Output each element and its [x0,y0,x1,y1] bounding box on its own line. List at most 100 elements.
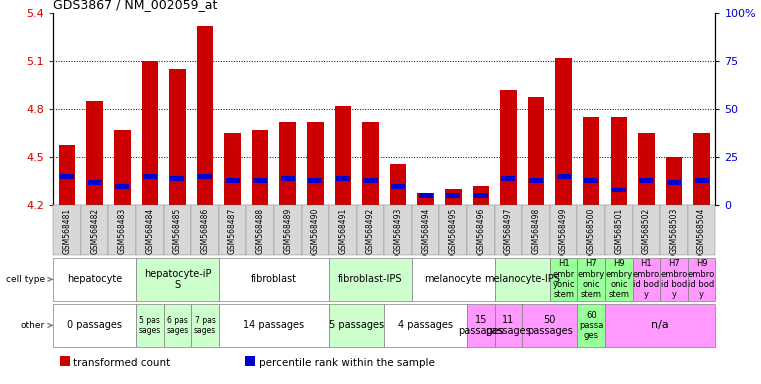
Bar [60,356,70,366]
Text: 11
passages: 11 passages [486,314,531,336]
Bar [224,134,240,205]
FancyBboxPatch shape [247,205,274,255]
Text: GSM568491: GSM568491 [339,208,348,254]
Text: 0 passages: 0 passages [67,320,123,331]
Bar [308,178,323,183]
Text: GSM568503: GSM568503 [670,208,679,254]
Bar [527,97,544,205]
FancyBboxPatch shape [412,258,495,301]
FancyBboxPatch shape [219,258,329,301]
FancyBboxPatch shape [164,205,191,255]
Bar [225,178,240,183]
Text: 5 passages: 5 passages [330,320,384,331]
Text: other: other [21,321,45,330]
Text: fibroblast-IPS: fibroblast-IPS [338,274,403,285]
FancyBboxPatch shape [329,205,357,255]
Bar [445,189,461,205]
Text: GSM568500: GSM568500 [587,208,596,254]
FancyBboxPatch shape [578,205,605,255]
Text: 5 pas
sages: 5 pas sages [139,316,161,335]
FancyBboxPatch shape [136,258,219,301]
Bar [446,194,460,198]
FancyBboxPatch shape [108,205,136,255]
Bar [336,176,350,181]
Bar [142,61,158,205]
FancyBboxPatch shape [136,304,164,347]
FancyBboxPatch shape [522,304,578,347]
FancyBboxPatch shape [440,205,467,255]
FancyBboxPatch shape [605,258,632,301]
Text: GSM568484: GSM568484 [145,208,154,254]
FancyBboxPatch shape [329,258,412,301]
FancyBboxPatch shape [605,205,632,255]
Text: GSM568504: GSM568504 [697,208,706,254]
Text: cell type: cell type [6,275,45,284]
Text: GSM568483: GSM568483 [118,208,127,254]
Text: 6 pas
sages: 6 pas sages [167,316,189,335]
Text: GSM568486: GSM568486 [200,208,209,254]
FancyBboxPatch shape [53,205,81,255]
Text: fibroblast: fibroblast [251,274,297,285]
Bar [364,178,377,183]
Text: hepatocyte: hepatocyte [67,274,123,285]
Bar [170,176,184,181]
Bar [253,178,267,183]
Text: H7
embro
id bod
y: H7 embro id bod y [661,259,688,300]
FancyBboxPatch shape [467,205,495,255]
Text: hepatocyte-iP
S: hepatocyte-iP S [144,268,211,290]
Text: percentile rank within the sample: percentile rank within the sample [259,358,435,368]
FancyBboxPatch shape [329,304,384,347]
FancyBboxPatch shape [495,304,522,347]
Bar [362,122,379,205]
FancyBboxPatch shape [274,205,301,255]
FancyBboxPatch shape [549,258,578,301]
FancyBboxPatch shape [357,205,384,255]
FancyBboxPatch shape [605,304,715,347]
Bar [115,184,129,189]
FancyBboxPatch shape [522,205,549,255]
Text: GSM568501: GSM568501 [614,208,623,254]
Text: H1
embro
id bod
y: H1 embro id bod y [632,259,660,300]
FancyBboxPatch shape [384,205,412,255]
FancyBboxPatch shape [578,258,605,301]
Bar [638,134,654,205]
FancyBboxPatch shape [632,205,660,255]
Bar [335,106,351,205]
Bar [610,118,627,205]
Bar [169,70,186,205]
Bar [556,58,572,205]
FancyBboxPatch shape [688,258,715,301]
FancyBboxPatch shape [53,258,136,301]
Text: melanocyte: melanocyte [425,274,482,285]
FancyBboxPatch shape [495,205,522,255]
FancyBboxPatch shape [688,205,715,255]
FancyBboxPatch shape [578,304,605,347]
Text: H7
embry
onic
stem: H7 embry onic stem [578,259,605,300]
FancyBboxPatch shape [660,258,688,301]
Text: 60
passa
ges: 60 passa ges [579,311,603,340]
Text: 50
passages: 50 passages [527,314,573,336]
Bar [252,130,269,205]
Bar [473,186,489,205]
Text: GSM568496: GSM568496 [476,208,486,254]
Bar [114,130,131,205]
Bar [693,134,710,205]
Bar [474,194,488,198]
Bar [88,180,102,185]
Text: GSM568490: GSM568490 [310,208,320,254]
Bar [583,118,600,205]
Text: GSM568499: GSM568499 [559,208,568,254]
Text: H1
embr
yonic
stem: H1 embr yonic stem [552,259,575,300]
Bar [501,176,515,181]
FancyBboxPatch shape [219,304,329,347]
Text: GSM568495: GSM568495 [449,208,458,254]
FancyBboxPatch shape [467,304,495,347]
Bar [59,145,75,205]
FancyBboxPatch shape [632,258,660,301]
Bar [198,174,212,179]
Text: 7 pas
sages: 7 pas sages [194,316,216,335]
Bar [60,174,74,179]
FancyBboxPatch shape [412,205,440,255]
Bar [279,122,296,205]
Bar [639,178,654,183]
